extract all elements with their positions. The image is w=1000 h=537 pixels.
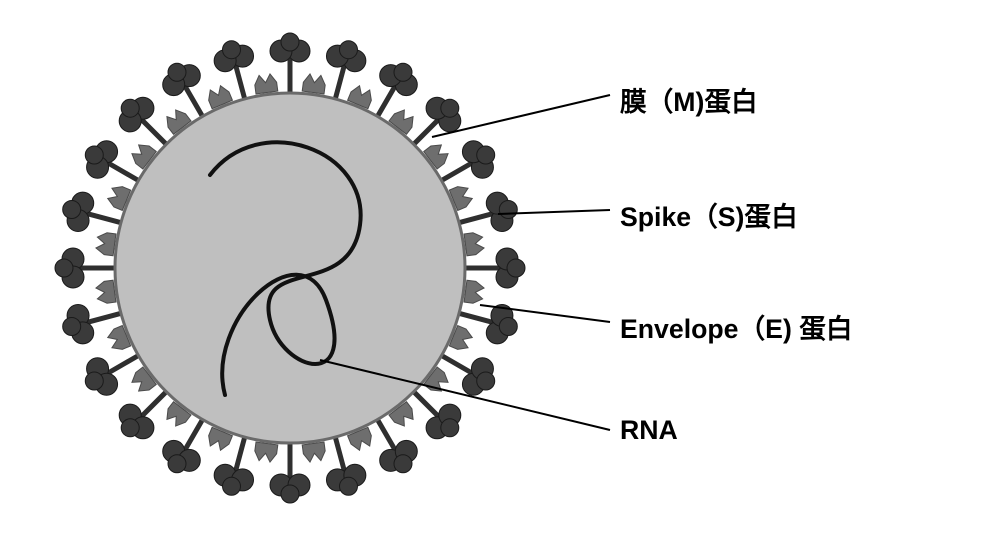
virus-illustration (0, 0, 1000, 537)
label-m-protein: 膜（M)蛋白 (620, 80, 758, 119)
label-rna: RNA (620, 415, 678, 446)
diagram-canvas: 膜（M)蛋白 Spike（S)蛋白 Envelope（E) 蛋白 RNA (0, 0, 1000, 537)
label-s-protein: Spike（S)蛋白 (620, 195, 798, 234)
label-e-protein: Envelope（E) 蛋白 (620, 307, 853, 346)
